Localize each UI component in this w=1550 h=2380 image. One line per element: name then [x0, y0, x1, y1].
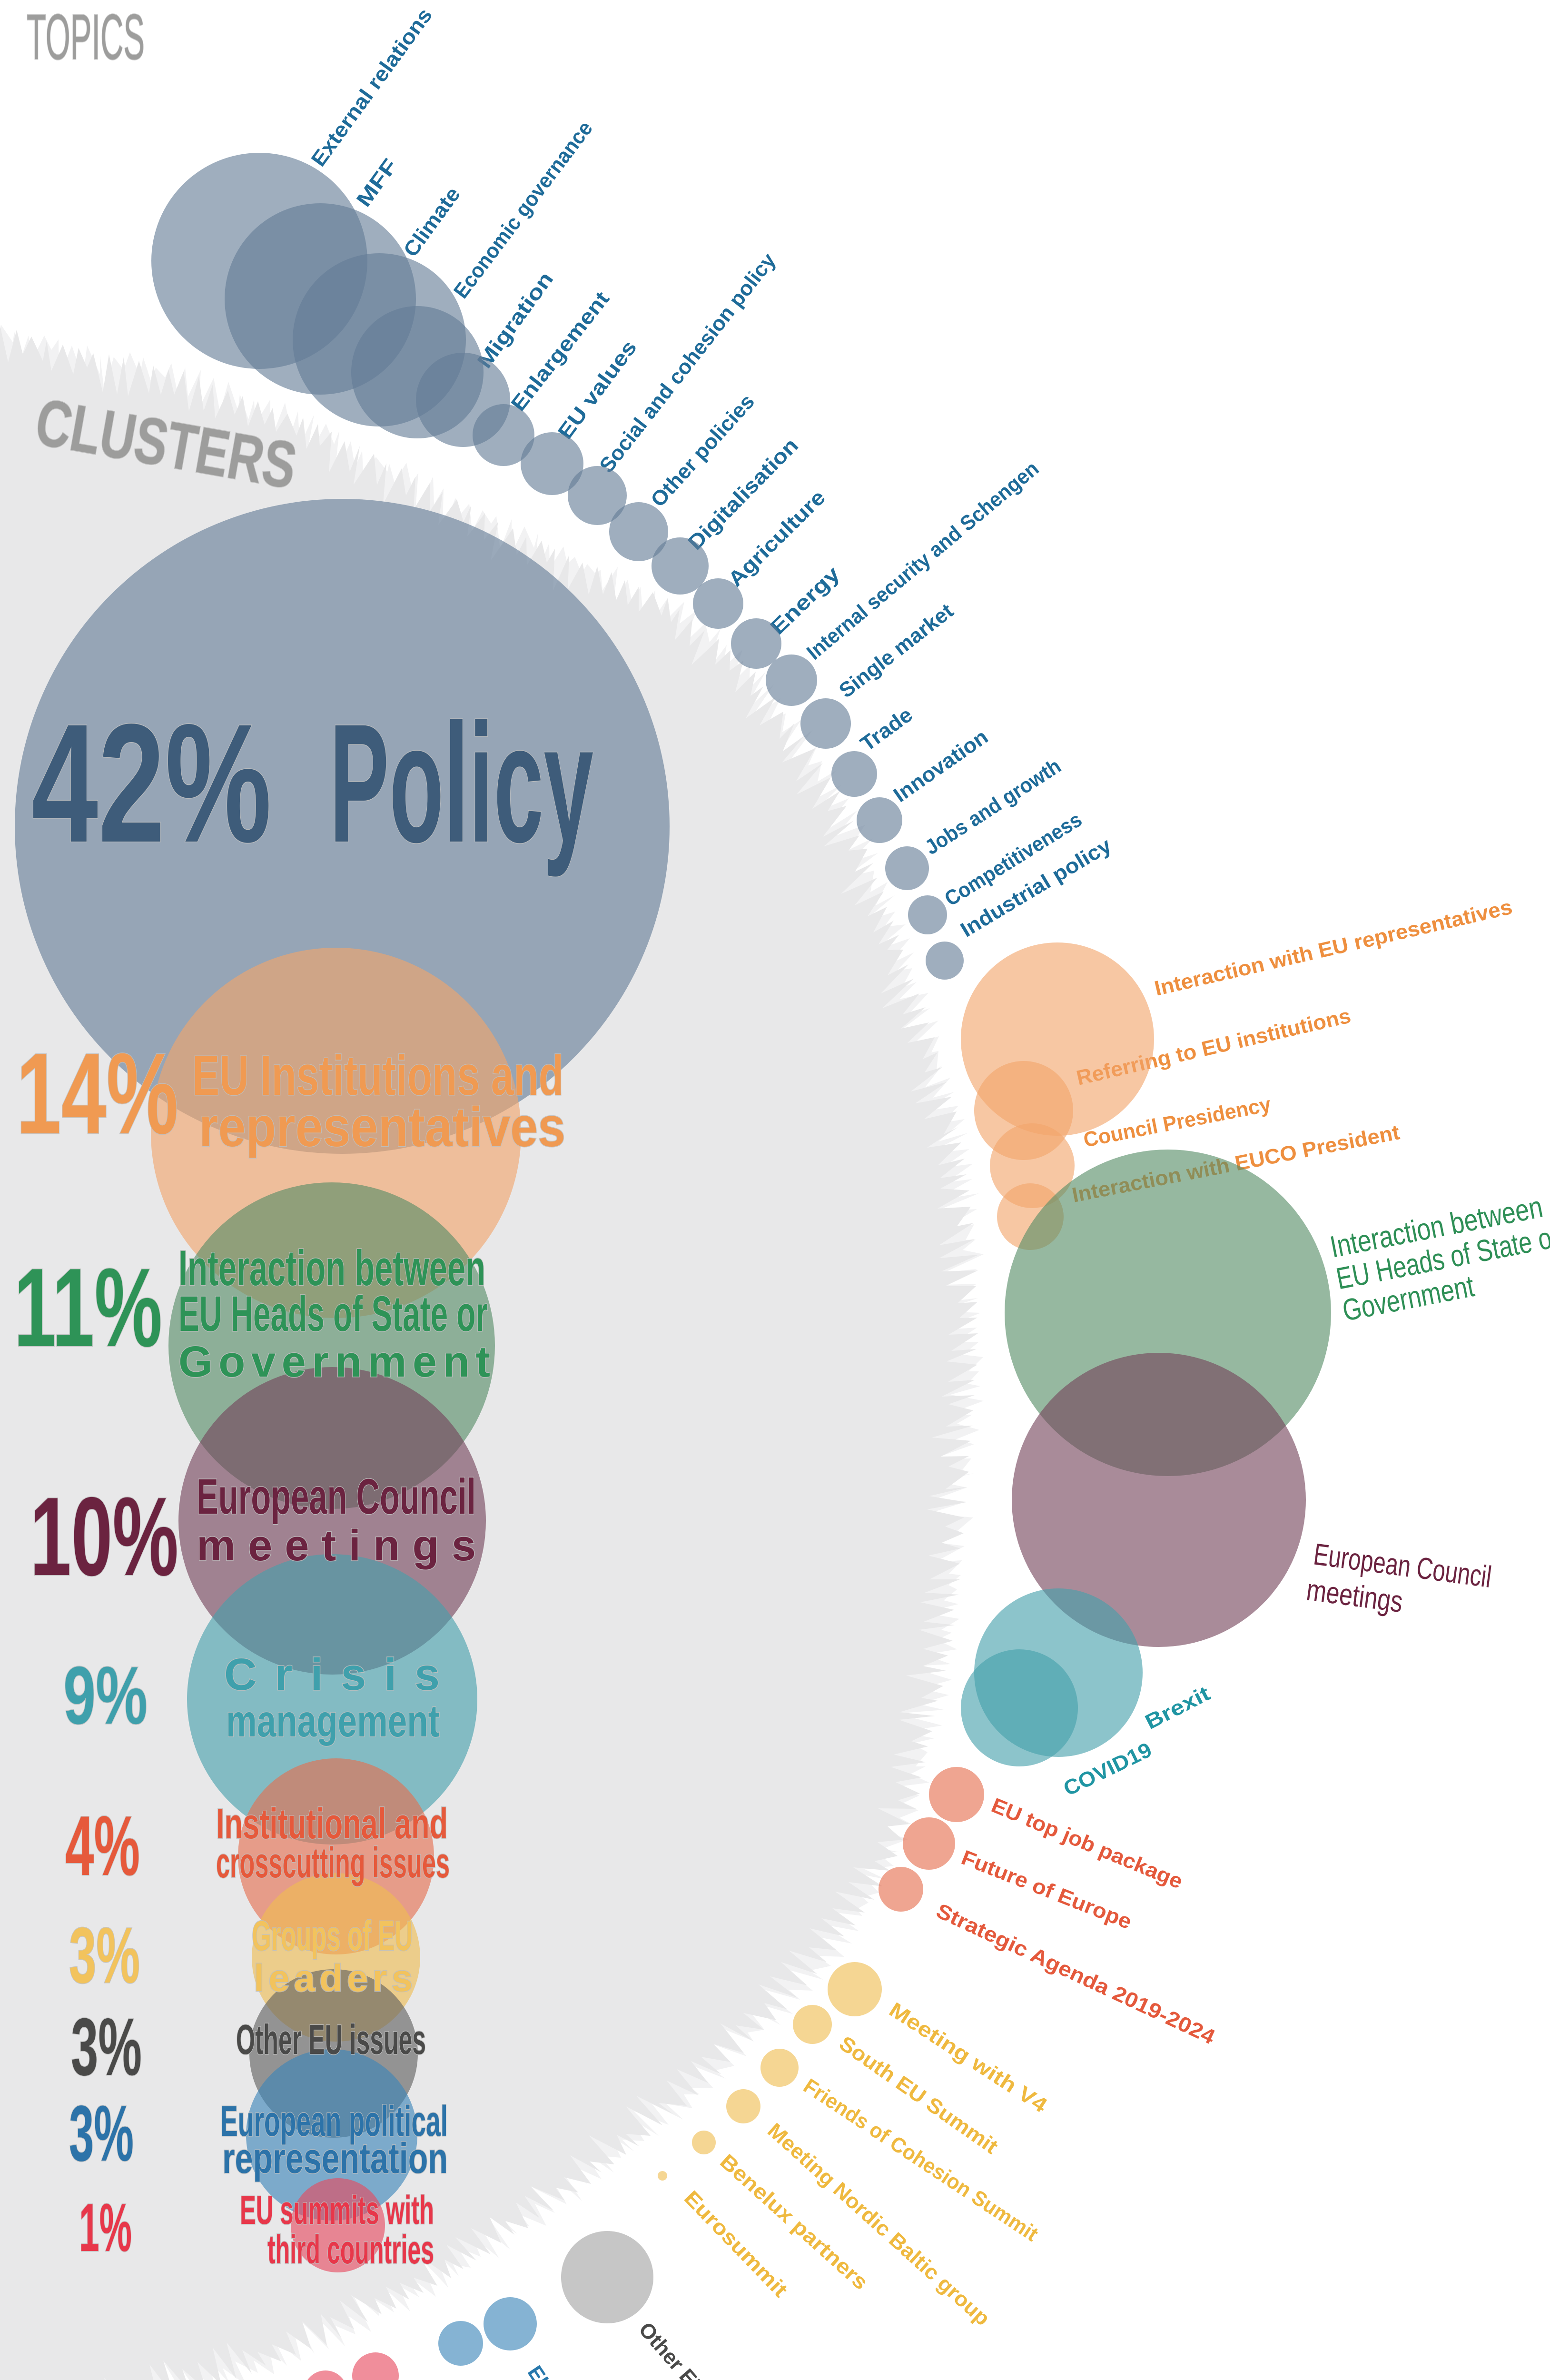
- svg-text:European political: European political: [220, 2098, 448, 2145]
- svg-text:third countries: third countries: [267, 2227, 434, 2272]
- svg-text:representation: representation: [222, 2135, 448, 2182]
- svg-text:9%: 9%: [63, 1650, 148, 1741]
- svg-text:EU Institutions and: EU Institutions and: [192, 1044, 563, 1107]
- svg-text:3%: 3%: [69, 1912, 140, 2000]
- svg-text:Groups of EU: Groups of EU: [252, 1912, 413, 1959]
- svg-text:Other EU issues: Other EU issues: [236, 2016, 426, 2063]
- svg-text:4%: 4%: [65, 1798, 140, 1893]
- svg-text:EU summits with: EU summits with: [240, 2188, 434, 2232]
- svg-text:10%: 10%: [30, 1474, 178, 1599]
- svg-text:14%: 14%: [16, 1030, 178, 1158]
- svg-text:3%: 3%: [71, 2002, 142, 2092]
- svg-text:EU Heads of State or: EU Heads of State or: [178, 1286, 488, 1342]
- svg-text:Policy: Policy: [329, 689, 594, 879]
- svg-text:leaders: leaders: [254, 1957, 413, 1999]
- svg-text:management: management: [226, 1696, 440, 1746]
- svg-text:European Council: European Council: [197, 1469, 476, 1525]
- svg-text:representatives: representatives: [199, 1096, 565, 1159]
- svg-text:crosscutting issues: crosscutting issues: [216, 1839, 450, 1887]
- svg-text:TOPICS: TOPICS: [27, 1, 145, 73]
- svg-text:3%: 3%: [69, 2090, 134, 2178]
- svg-text:11%: 11%: [14, 1245, 162, 1370]
- svg-text:1%: 1%: [79, 2190, 132, 2266]
- svg-text:Interaction between: Interaction between: [178, 1240, 485, 1296]
- svg-text:42%: 42%: [31, 689, 272, 878]
- svg-text:Institutional and: Institutional and: [216, 1800, 448, 1848]
